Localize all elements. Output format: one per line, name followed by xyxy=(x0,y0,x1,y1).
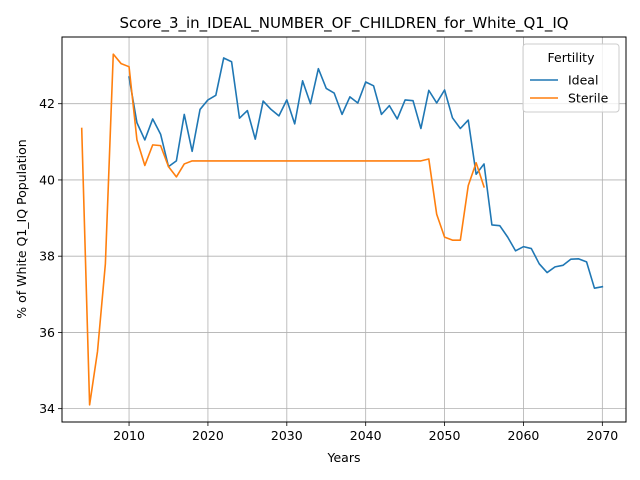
plot-series xyxy=(80,53,604,406)
chart-title: Score_3_in_IDEAL_NUMBER_OF_CHILDREN_for_… xyxy=(119,14,568,33)
y-tick-label: 38 xyxy=(39,249,55,264)
x-tick-label: 2030 xyxy=(271,428,303,443)
x-axis-label: Years xyxy=(327,450,361,465)
series-line-sterile xyxy=(80,53,486,406)
y-tick-label: 34 xyxy=(39,401,55,416)
y-axis-label: % of White Q1_IQ Population xyxy=(14,139,29,318)
x-tick-label: 2050 xyxy=(429,428,461,443)
legend-box xyxy=(522,43,620,113)
x-tick-label: 2020 xyxy=(192,428,224,443)
x-tick-label: 2060 xyxy=(508,428,540,443)
legend-title: Fertility xyxy=(548,50,596,65)
plot-frame xyxy=(61,36,627,423)
y-tick-label: 42 xyxy=(39,96,55,111)
x-tick-label: 2010 xyxy=(113,428,145,443)
legend-label-sterile: Sterile xyxy=(568,91,609,106)
axis-ticks: 2010 2020 2030 2040 2050 2060 2070 34 36 38 40 42 xyxy=(39,96,618,443)
x-tick-label: 2070 xyxy=(586,428,618,443)
legend-label-ideal: Ideal xyxy=(568,73,598,88)
y-tick-label: 36 xyxy=(39,325,55,340)
series-line-ideal xyxy=(128,57,604,290)
legend: Fertility Ideal Sterile xyxy=(522,43,620,113)
y-tick-label: 40 xyxy=(39,172,55,187)
x-tick-label: 2040 xyxy=(350,428,382,443)
